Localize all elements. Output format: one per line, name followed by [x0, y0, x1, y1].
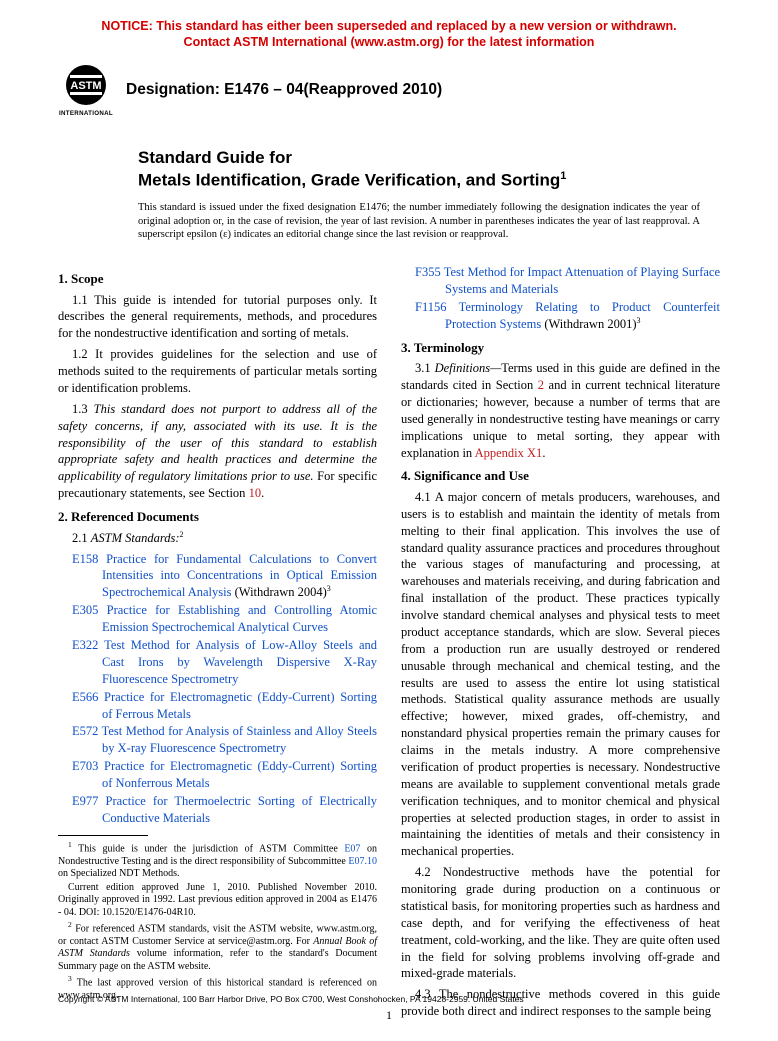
footnotes: 1 This guide is under the jurisdiction o…: [58, 840, 377, 1003]
ref-link[interactable]: Practice for Electromagnetic (Eddy-Curre…: [102, 690, 377, 721]
ref-link[interactable]: E703: [72, 759, 98, 773]
crossref-appendix-x1[interactable]: Appendix X1: [475, 446, 543, 460]
ref-link[interactable]: Practice for Electromagnetic (Eddy-Curre…: [102, 759, 377, 790]
footnote-2: 2 For referenced ASTM standards, visit t…: [58, 920, 377, 973]
ref-link[interactable]: E305: [72, 603, 98, 617]
designation: Designation: E1476 – 04(Reapproved 2010): [126, 80, 442, 101]
refs-left: E158 Practice for Fundamental Calculatio…: [58, 551, 377, 827]
svg-text:ASTM: ASTM: [70, 80, 101, 92]
title-line2: Metals Identification, Grade Verificatio…: [138, 169, 720, 193]
title-superscript: 1: [560, 170, 566, 182]
para-1-3: 1.3 This standard does not purport to ad…: [58, 401, 377, 502]
svg-text:INTERNATIONAL: INTERNATIONAL: [59, 110, 113, 117]
footnote-1b: Current edition approved June 1, 2010. P…: [58, 882, 377, 920]
ref-link[interactable]: F1156: [415, 300, 447, 314]
ref-link[interactable]: E322: [72, 638, 98, 652]
para-2-1: 2.1 ASTM Standards:2: [58, 530, 377, 547]
ref-item: E305 Practice for Establishing and Contr…: [72, 602, 377, 636]
title-line1: Standard Guide for: [138, 147, 720, 170]
ref-link[interactable]: F355: [415, 265, 441, 279]
body-columns: 1. Scope 1.1 This guide is intended for …: [58, 264, 720, 1020]
notice-line2: Contact ASTM International (www.astm.org…: [184, 35, 595, 49]
ref-item: E703 Practice for Electromagnetic (Eddy-…: [72, 758, 377, 792]
para-1-1: 1.1 This guide is intended for tutorial …: [58, 292, 377, 343]
copyright: Copyright © ASTM International, 100 Barr…: [58, 994, 524, 1005]
section-4-head: 4. Significance and Use: [401, 467, 720, 485]
ref-link[interactable]: E977: [72, 794, 98, 808]
header-row: ASTM INTERNATIONAL Designation: E1476 – …: [58, 61, 720, 121]
ref-item: E572 Test Method for Analysis of Stainle…: [72, 723, 377, 757]
para-4-1: 4.1 A major concern of metals producers,…: [401, 489, 720, 860]
ref-link[interactable]: E566: [72, 690, 98, 704]
ref-link[interactable]: E07.10: [348, 856, 377, 867]
footnote-rule: [58, 835, 148, 836]
ref-link[interactable]: E158: [72, 552, 98, 566]
notice-line1: NOTICE: This standard has either been su…: [101, 19, 676, 33]
notice-banner: NOTICE: This standard has either been su…: [58, 18, 720, 51]
para-3-1: 3.1 Definitions—Terms used in this guide…: [401, 360, 720, 461]
section-3-head: 3. Terminology: [401, 339, 720, 357]
para-4-2: 4.2 Nondestructive methods have the pote…: [401, 864, 720, 982]
ref-link[interactable]: Test Method for Analysis of Low-Alloy St…: [102, 638, 377, 686]
crossref-section-10[interactable]: 10: [249, 486, 262, 500]
ref-link[interactable]: E572: [72, 724, 98, 738]
para-1-2: 1.2 It provides guidelines for the selec…: [58, 346, 377, 397]
ref-item: E977 Practice for Thermoelectric Sorting…: [72, 793, 377, 827]
ref-link[interactable]: Test Method for Impact Attenuation of Pl…: [444, 265, 720, 296]
section-1-head: 1. Scope: [58, 270, 377, 288]
ref-link[interactable]: E07: [344, 843, 360, 854]
ref-item: E322 Test Method for Analysis of Low-All…: [72, 637, 377, 688]
ref-item: E566 Practice for Electromagnetic (Eddy-…: [72, 689, 377, 723]
ref-link[interactable]: Practice for Thermoelectric Sorting of E…: [102, 794, 377, 825]
issuance-note: This standard is issued under the fixed …: [138, 201, 700, 242]
footnote-1: 1 This guide is under the jurisdiction o…: [58, 840, 377, 881]
refs-right: F355 Test Method for Impact Attenuation …: [401, 264, 720, 333]
title-block: Standard Guide for Metals Identification…: [138, 147, 720, 194]
ref-link[interactable]: Practice for Establishing and Controllin…: [102, 603, 377, 634]
ref-item: E158 Practice for Fundamental Calculatio…: [72, 551, 377, 602]
section-2-head: 2. Referenced Documents: [58, 508, 377, 526]
ref-item: F355 Test Method for Impact Attenuation …: [415, 264, 720, 298]
astm-logo: ASTM INTERNATIONAL: [58, 61, 114, 121]
page-number: 1: [0, 1007, 778, 1023]
ref-link[interactable]: Test Method for Analysis of Stainless an…: [102, 724, 377, 755]
ref-item: F1156 Terminology Relating to Product Co…: [415, 299, 720, 333]
